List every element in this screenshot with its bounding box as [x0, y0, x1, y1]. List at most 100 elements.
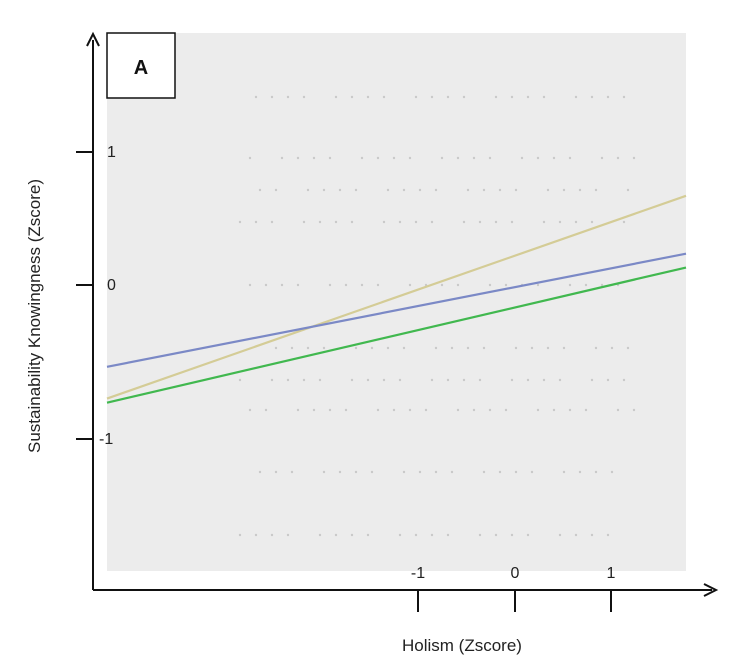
data-point: [418, 470, 422, 474]
data-point: [430, 533, 434, 537]
data-point: [350, 220, 354, 224]
data-point: [510, 220, 514, 224]
data-point: [616, 408, 620, 412]
data-point: [424, 408, 428, 412]
y-axis-title: Sustainability Knowingness (Zscore): [25, 179, 44, 453]
data-point: [366, 533, 370, 537]
data-point: [482, 188, 486, 192]
data-point: [536, 408, 540, 412]
data-point: [248, 283, 252, 287]
data-point: [440, 283, 444, 287]
data-point: [302, 220, 306, 224]
data-point: [328, 156, 332, 160]
data-point: [306, 188, 310, 192]
data-point: [600, 156, 604, 160]
data-point: [584, 283, 588, 287]
data-point: [434, 188, 438, 192]
data-point: [398, 220, 402, 224]
data-point: [542, 220, 546, 224]
data-point: [376, 156, 380, 160]
data-point: [530, 346, 534, 350]
data-point: [622, 378, 626, 382]
data-point: [264, 283, 268, 287]
panel-label-box: A: [106, 32, 176, 99]
data-point: [488, 283, 492, 287]
data-point: [626, 346, 630, 350]
data-point: [546, 188, 550, 192]
data-point: [514, 346, 518, 350]
data-point: [562, 470, 566, 474]
data-point: [434, 346, 438, 350]
data-point: [514, 470, 518, 474]
regression-lines: [106, 194, 687, 404]
data-point: [430, 378, 434, 382]
data-point: [558, 378, 562, 382]
data-point: [344, 408, 348, 412]
data-point: [402, 188, 406, 192]
data-point: [594, 188, 598, 192]
data-point: [270, 95, 274, 99]
data-point: [568, 156, 572, 160]
data-point: [450, 346, 454, 350]
data-point: [414, 533, 418, 537]
data-point: [594, 346, 598, 350]
data-point: [290, 346, 294, 350]
data-point: [610, 470, 614, 474]
data-point: [274, 188, 278, 192]
data-point: [286, 378, 290, 382]
data-point: [440, 156, 444, 160]
data-point: [450, 470, 454, 474]
data-point: [578, 188, 582, 192]
data-point: [446, 533, 450, 537]
data-point: [386, 188, 390, 192]
data-point: [280, 283, 284, 287]
data-point: [354, 346, 358, 350]
data-point: [590, 378, 594, 382]
data-point: [558, 533, 562, 537]
data-point: [328, 408, 332, 412]
data-point: [286, 95, 290, 99]
data-point: [258, 188, 262, 192]
data-point: [274, 346, 278, 350]
data-point: [296, 408, 300, 412]
data-point: [472, 156, 476, 160]
data-point: [552, 156, 556, 160]
data-point: [536, 156, 540, 160]
data-point: [350, 95, 354, 99]
data-point: [498, 188, 502, 192]
plot-background: [107, 33, 686, 571]
data-point: [370, 470, 374, 474]
data-point: [290, 470, 294, 474]
data-point: [408, 283, 412, 287]
y-tick-label: 0: [107, 277, 116, 294]
data-point: [632, 408, 636, 412]
data-point: [530, 470, 534, 474]
data-point: [238, 533, 242, 537]
data-point: [418, 188, 422, 192]
series-line: [106, 194, 687, 400]
data-point: [498, 470, 502, 474]
data-point: [370, 346, 374, 350]
data-point: [354, 470, 358, 474]
data-point: [478, 533, 482, 537]
data-point: [594, 470, 598, 474]
data-point: [350, 378, 354, 382]
data-point: [430, 220, 434, 224]
data-point: [328, 283, 332, 287]
data-point: [360, 156, 364, 160]
y-tick-label: -1: [99, 431, 113, 448]
data-point: [296, 283, 300, 287]
y-tick-label: 1: [107, 144, 116, 161]
data-point: [312, 156, 316, 160]
data-point: [376, 408, 380, 412]
data-point: [494, 533, 498, 537]
data-point: [578, 470, 582, 474]
x-axis-title: Holism (Zscore): [402, 636, 522, 655]
axes: [86, 31, 719, 597]
data-point: [606, 95, 610, 99]
data-point: [386, 346, 390, 350]
data-point: [402, 470, 406, 474]
data-point: [488, 156, 492, 160]
data-point: [270, 533, 274, 537]
data-point: [274, 470, 278, 474]
